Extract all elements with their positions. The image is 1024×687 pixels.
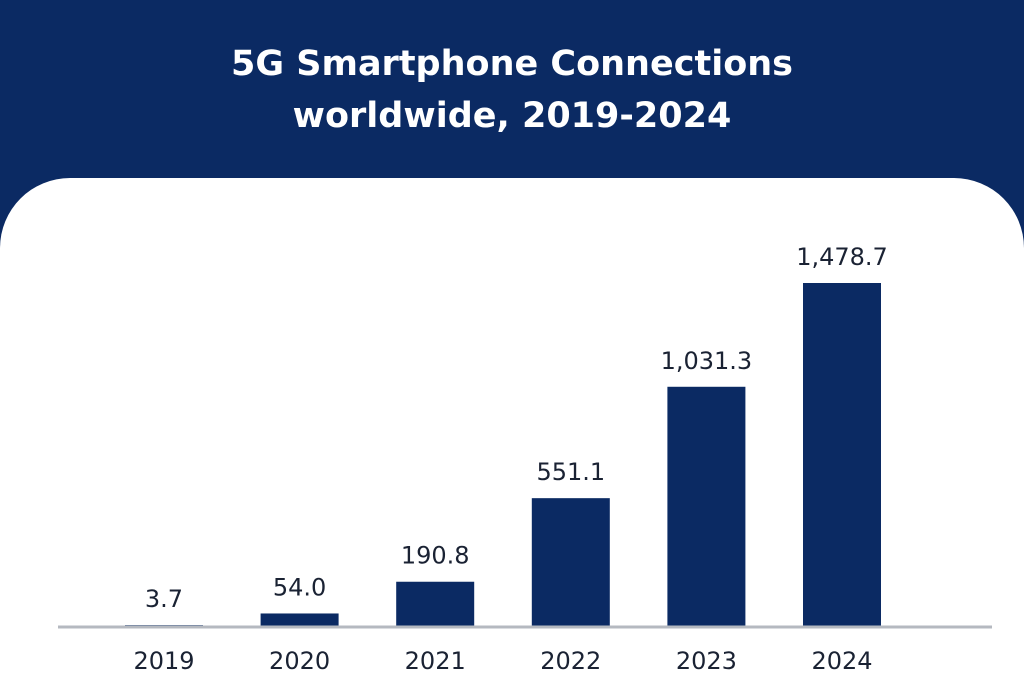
bar-value-label-2020: 54.0 xyxy=(273,573,326,601)
bar-value-label-2022: 551.1 xyxy=(536,458,605,486)
bar-2024 xyxy=(803,283,881,626)
bar-2020 xyxy=(260,613,339,626)
bar-value-labels: 3.7 54.0 190.8 551.1 1,031.3 1,478.7 xyxy=(145,243,888,613)
x-tick-label-2024: 2024 xyxy=(811,647,872,675)
x-tick-label-2022: 2022 xyxy=(540,647,601,675)
bar-value-label-2021: 190.8 xyxy=(401,542,470,570)
bar-2022 xyxy=(531,498,610,626)
x-tick-label-2021: 2021 xyxy=(405,647,466,675)
x-tick-label-2020: 2020 xyxy=(269,647,330,675)
chart-title: 5G Smartphone Connections worldwide, 201… xyxy=(231,44,793,136)
x-tick-label-2023: 2023 xyxy=(676,647,737,675)
bar-series xyxy=(125,283,881,626)
bar-value-label-2019: 3.7 xyxy=(145,585,183,613)
bar-2021 xyxy=(396,581,475,626)
x-axis-tick-labels: 2019 2020 2021 2022 2023 2024 xyxy=(133,647,872,675)
bar-2023 xyxy=(667,386,746,626)
x-tick-label-2019: 2019 xyxy=(133,647,194,675)
bar-value-label-2024: 1,478.7 xyxy=(796,243,888,271)
bar-value-label-2023: 1,031.3 xyxy=(661,347,753,375)
